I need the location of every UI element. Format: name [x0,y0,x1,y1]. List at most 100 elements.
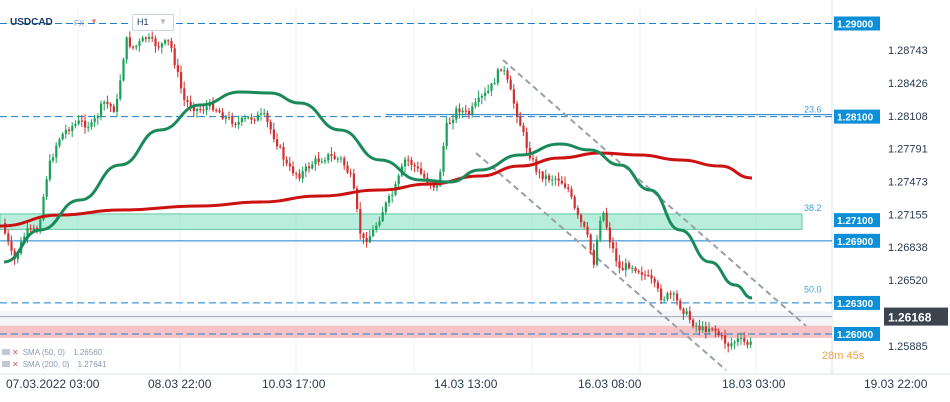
symbol-label[interactable]: USDCAD [10,17,53,28]
candle-body [519,116,522,126]
candle-body [538,171,541,173]
candle-body [269,121,272,130]
candle-body [308,166,311,169]
candle-body [404,159,407,167]
price-box-label: 1.28100 [837,113,874,124]
candle-body [551,179,554,181]
candle-body [416,166,419,169]
candle-body [637,271,640,273]
candle-body [640,272,643,275]
candle-body [733,342,736,344]
candle-body [602,212,605,221]
candle-body [80,120,83,122]
candle-body [423,173,426,178]
candle-body [381,212,384,222]
indicator-label: SMA (200, 0) [22,360,70,369]
candle-body [743,338,746,342]
candle-body [346,165,349,173]
candle-body [71,125,74,132]
indicator-row[interactable]: ✕ SMA (50, 0) 1.26560 [2,348,102,357]
price-box [834,295,880,310]
candle-body [164,40,167,44]
candle-body [660,288,663,300]
candle-body [68,129,71,132]
candle-body [23,236,26,242]
candle-body [711,328,714,330]
candle-body [250,117,253,120]
fib-label: 50.0 [804,285,822,295]
candle-body [580,214,583,223]
price-box-label: 1.26000 [837,330,874,341]
candle-body [96,115,99,119]
candle-body [100,103,103,116]
candle-body [327,154,330,161]
candle-body [708,328,711,332]
y-tick-label: 1.28743 [888,45,928,57]
candle-body [154,38,157,47]
candle-body [634,267,637,272]
candle-body [16,253,19,260]
x-tick-label: 07.03.2022 03:00 [6,377,100,391]
candle-body [276,139,279,147]
candle-body [468,110,471,115]
market-dropdown-icon[interactable]: ▼ [90,17,98,26]
candle-body [516,103,519,117]
candle-body [496,69,499,83]
candle-body [375,225,378,230]
candle-body [410,160,413,165]
candle-body [272,129,275,140]
close-icon[interactable]: ✕ [12,348,19,357]
candle-body [138,41,141,46]
candle-body [288,163,291,167]
market-label: FX [74,19,85,28]
indicator-menu-icon[interactable] [2,361,10,367]
candle-body [567,187,570,190]
candle-body [64,129,67,134]
legend-background [0,311,832,326]
candle-body [285,159,288,164]
indicator-menu-icon[interactable] [2,349,10,355]
candle-body [372,229,375,237]
candle-body [736,338,739,343]
candle-body [730,343,733,347]
candle-body [352,173,355,189]
candle-body [295,173,298,175]
candle-body [388,196,391,203]
candle-body [160,43,163,48]
candle-body [10,241,13,251]
fib-label: 38.2 [804,203,822,213]
candle-body [746,341,749,345]
price-box [834,109,880,124]
candle-body [106,101,109,105]
candle-body [176,65,179,73]
candle-body [576,208,579,215]
x-tick-label: 16.03 08:00 [578,377,642,391]
close-icon[interactable]: ✕ [12,360,19,369]
candle-body [359,208,362,234]
candle-body [724,335,727,344]
candle-body [122,59,125,81]
candle-body [253,119,256,121]
candle-body [650,275,653,279]
x-tick-label: 10.03 17:00 [262,377,326,391]
candle-body [186,99,189,102]
candle-body [599,220,602,240]
candle-body [362,233,365,239]
candle-body [196,108,199,112]
timeframe-selector[interactable]: H1 ▼ [132,14,174,31]
candle-body [93,118,96,123]
candle-body [26,228,29,237]
candle-body [42,196,45,220]
candle-body [442,145,445,172]
price-box [834,213,880,228]
candle-body [224,117,227,119]
candle-body [90,122,93,127]
indicator-row[interactable]: ✕ SMA (200, 0) 1.27641 [2,360,107,369]
candle-body [320,161,323,163]
sma-200-line [0,151,753,228]
candle-body [61,133,64,140]
current-price-box [884,307,948,326]
candle-body [480,95,483,98]
y-tick-label: 1.26520 [888,275,928,287]
